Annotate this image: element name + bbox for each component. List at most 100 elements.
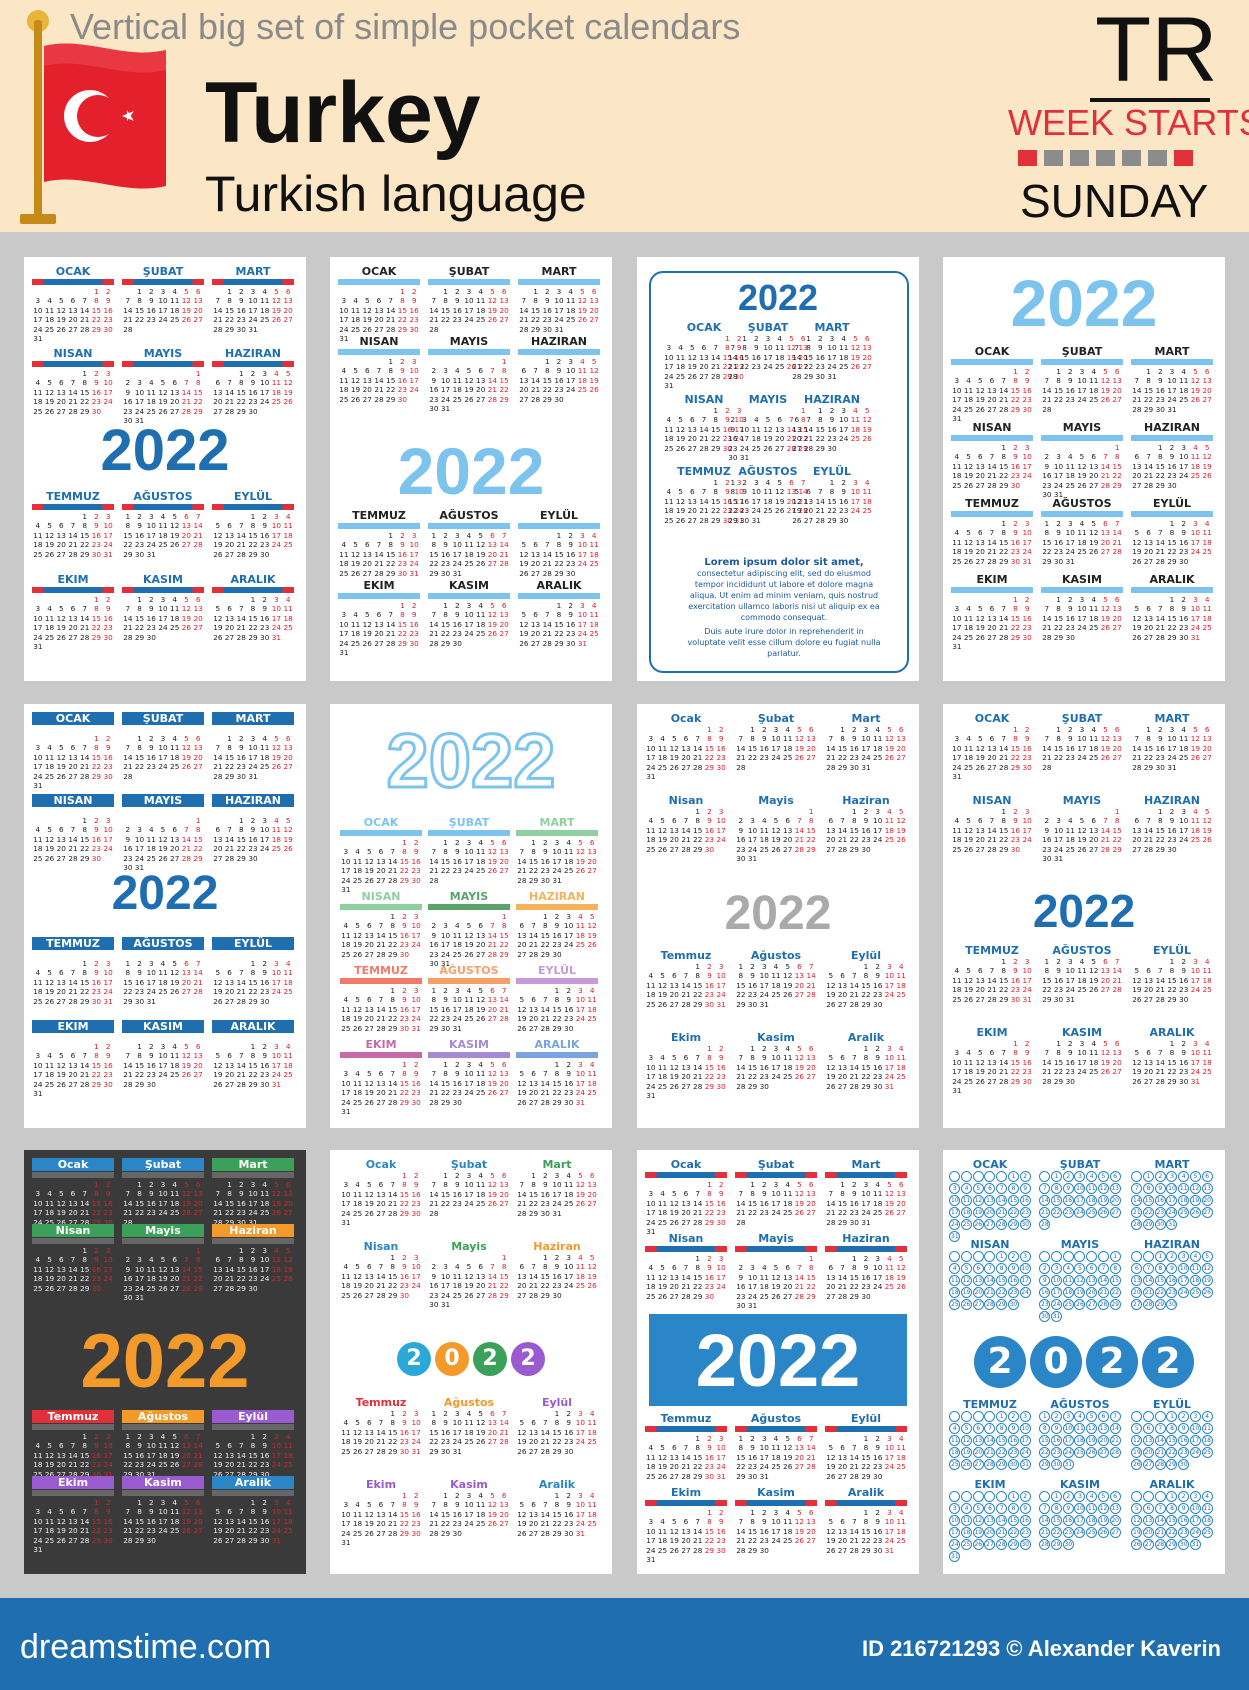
day-number: 13	[530, 619, 541, 629]
day-grid: 1 2 3 4 5 6 7 8 9 10 11 12 13 14 15 16 17 18 19 20 21 22 23 24 2…	[1131, 725, 1213, 772]
day-number: 1	[125, 1432, 131, 1441]
month-name: Haziran	[212, 1224, 294, 1237]
day-grid: 1 2 3 4 5 6 7 8 9 10 11 12 13 14 15 16 17 18 19 20 21 22 23 24 2…	[428, 986, 510, 1033]
day-number: 18	[271, 387, 282, 397]
day-number: 19	[487, 856, 498, 866]
day-number: 30	[146, 1079, 156, 1089]
day-number: 15	[996, 1275, 1008, 1286]
day-number: 30	[1053, 994, 1064, 1004]
day-number: 22	[711, 506, 721, 516]
day-number: 10	[884, 1517, 895, 1527]
day-number: 20	[786, 496, 797, 506]
day-number: 10	[158, 743, 168, 753]
day-number: 28	[1100, 480, 1111, 490]
day-number: 7	[125, 604, 131, 614]
day-number: 28	[736, 1217, 746, 1227]
day-number: 27	[376, 1528, 386, 1538]
day-number: 1	[863, 1434, 869, 1443]
day-grid: 1 2 3 4 5 6 7 8 9 10 11 12 13 14 15 16 17 18 19 20 21 22 23 24 2…	[825, 725, 907, 772]
day-number: 8	[1001, 816, 1007, 826]
day-number: 28	[693, 1545, 703, 1555]
day-number: 25	[1201, 1447, 1213, 1458]
day-number: 7	[490, 921, 495, 931]
day-number: 15	[91, 613, 102, 623]
day-number: 29	[499, 949, 509, 959]
day-number: 31	[341, 885, 351, 895]
day-number: 3	[648, 734, 654, 744]
day-number: 8	[137, 604, 142, 614]
month-block: NISAN 1 2 3 4 5 6 7 8 9 10 11 12 13 14 15 16 17 18 19 20 21 22…	[32, 347, 114, 416]
month-block: OCAK 1 2 3 4 5 6 7 8 9 10 11 12 13 14 15 16 17 18 19 20 21 22 2…	[338, 265, 420, 343]
day-number: 17	[566, 375, 576, 385]
day-grid: 1 2 3 4 5 6 7 8 9 10 11 12 13 14 15 16 17 18 19 20 21 22 23 24 2…	[825, 1180, 907, 1227]
day-number: 7	[989, 452, 995, 462]
calendar-card: OCAK 1 2 3 4 5 6 7 8 9 10 11 12 13 14 15 16 17 18 19 20 21 22 2…	[943, 704, 1225, 1128]
day-number: 12	[786, 343, 797, 353]
day-number: 28	[376, 1290, 386, 1300]
day-number: 17	[1022, 975, 1032, 985]
month-name: EKIM	[57, 573, 89, 586]
day-number: 9	[402, 1418, 407, 1428]
day-number: 2	[402, 912, 407, 921]
day-number: 25	[1089, 623, 1099, 633]
day-number: 9	[402, 921, 407, 931]
day-number: 7	[1154, 1503, 1166, 1514]
day-number: 28	[806, 1462, 816, 1472]
day-number: 1	[82, 959, 88, 968]
day-number: 2	[1157, 725, 1163, 734]
day-number: 24	[716, 1462, 726, 1472]
day-number: 13	[193, 1051, 203, 1061]
day-number: 21	[681, 1462, 691, 1472]
day-number: 23	[873, 1462, 883, 1472]
day-number: 16	[1010, 975, 1021, 985]
day-number: 26	[1100, 1067, 1111, 1077]
day-number: 20	[224, 987, 235, 997]
month-name: MART	[539, 816, 575, 829]
day-number: 24	[1190, 623, 1201, 633]
day-number: 16	[1019, 1515, 1031, 1526]
day-number: 22	[123, 540, 133, 550]
day-number: 13	[362, 375, 372, 385]
day-number: 24	[103, 1460, 113, 1470]
day-number: 31	[146, 1469, 156, 1479]
day-number: 27	[794, 990, 805, 1000]
day-number: 12	[862, 415, 872, 425]
day-number: 13	[837, 980, 848, 990]
day-number: 25	[352, 1528, 363, 1538]
day-number: 28	[728, 371, 738, 381]
day-number: 5	[689, 343, 695, 353]
month-block: AĞUSTOS 1 2 3 4 5 6 7 8 9 10 11 12 13 14 15 16 17 18 19 20 21…	[1039, 1398, 1121, 1471]
day-number: 18	[775, 352, 785, 362]
day-number: 19	[352, 940, 363, 950]
day-number: 3	[148, 1432, 154, 1441]
day-number: 8	[250, 1441, 256, 1451]
day-number: 24	[440, 1290, 451, 1300]
day-grid: 1 2 3 4 5 6 7 8 9 10 11 12 13 14 15 16 17 18 19 20 21 22 23 24 2…	[1039, 1251, 1121, 1323]
day-number: 14	[984, 1435, 996, 1446]
day-number: 27	[499, 315, 509, 325]
day-number: 15	[747, 1062, 758, 1072]
day-number: 30	[411, 1097, 421, 1107]
day-number: 8	[1056, 1048, 1061, 1058]
day-number: 21	[80, 315, 90, 325]
day-number: 29	[704, 1081, 715, 1091]
day-number: 2	[454, 838, 460, 847]
day-number: 22	[1167, 985, 1177, 995]
day-number: 9	[402, 995, 407, 1005]
day-number: 29	[849, 844, 859, 854]
day-number: 27	[517, 949, 527, 959]
day-number: 29	[388, 1023, 398, 1033]
day-number: 5	[678, 415, 683, 425]
day-number: 12	[56, 305, 66, 315]
day-number: 27	[519, 394, 529, 404]
day-number: 12	[826, 1526, 836, 1536]
day-number: 9	[1019, 1503, 1031, 1514]
day-number: 7	[70, 1255, 76, 1265]
day-number: 25	[963, 1076, 974, 1086]
day-grid: 1 2 3 4 5 6 7 8 9 10 11 12 13 14 15 16 17 18 19 20 21 22 23 24 2…	[428, 531, 510, 578]
day-number: 28	[984, 1459, 996, 1470]
day-number: 19	[364, 866, 374, 876]
day-grid: 1 2 3 4 5 6 7 8 9 10 11 12 13 14 15 16 17 18 19 20 21 22 23 24 2…	[516, 1253, 598, 1300]
day-number: 7	[70, 521, 76, 531]
month-block: NISAN 1 2 3 4 5 6 7 8 9 10 11 12 13 14 15 16 17 18 19 20 21 22…	[951, 421, 1033, 490]
